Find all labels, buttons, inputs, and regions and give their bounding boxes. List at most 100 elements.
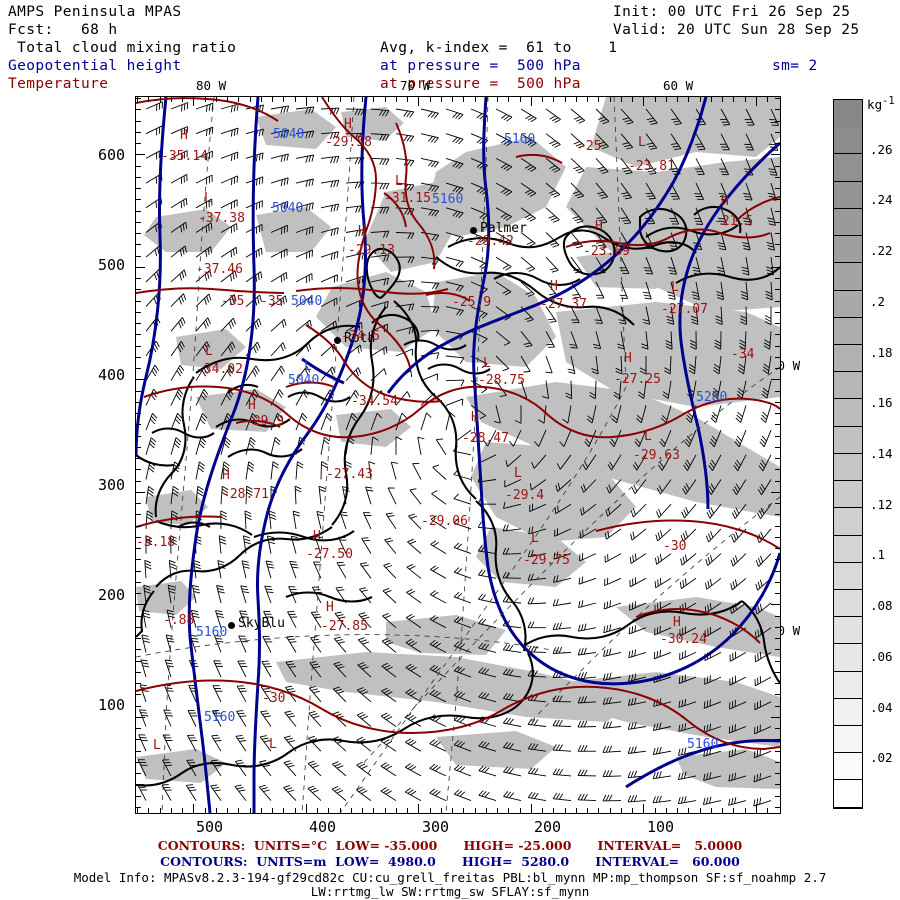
y-tick-right [775,739,781,741]
wind-barb-flag [204,274,208,281]
wind-barb-flag [692,294,699,298]
wind-barb-flag [478,642,484,649]
x-tick-top [733,96,735,102]
x-tick-top [193,96,195,106]
colorbar-cell [834,127,862,155]
wind-barb-flag [573,296,581,299]
wind-barb-flag [220,510,227,515]
wind-barb-flag [230,320,234,327]
wind-barb [743,355,747,374]
wind-barb [308,712,322,727]
wind-barb-flag [211,127,214,134]
temperature-value-label: -28.47 [462,431,509,446]
wind-barb-flag [434,791,441,796]
wind-barb [578,627,597,632]
wind-barb-flag [407,256,412,264]
colorbar-cell [834,317,862,345]
wind-barb-flag [554,507,557,514]
wind-barb-flag [192,615,200,619]
y-tick-right [775,424,781,426]
wind-barb [720,257,726,275]
wind-barb-flag [361,765,368,770]
wind-barb-flag [150,394,156,401]
wind-barb-flag [730,559,734,567]
wind-barb-flag [648,120,656,123]
wind-barb-flag [684,554,688,562]
wind-barb-flag [484,791,490,798]
wind-barb [270,365,282,381]
wind-barb [730,652,747,662]
wind-barb-flag [732,557,736,565]
wind-barb [707,553,722,566]
wind-barb [694,355,697,374]
wind-barb-flag [505,524,509,531]
wind-barb-flag [530,549,534,557]
wind-barb-flag [429,689,436,695]
wind-barb-flag [311,226,314,234]
wind-barb-flag [403,135,409,142]
wind-barb-flag [410,666,417,672]
wind-barb-flag [386,278,390,285]
wind-barb-flag [233,128,236,136]
wind-barb-flag [684,578,687,586]
wind-barb-flag [247,464,254,469]
colorbar[interactable] [833,99,863,809]
x-tick-top [688,96,690,102]
y-tick-right [775,120,781,122]
y-tick-right [771,379,781,381]
wind-barb-flag [383,788,390,793]
geopotential-value-label: 5040 [288,373,320,388]
wind-barb-flag [263,740,271,743]
wind-barb-flag [410,280,415,287]
wind-barb [387,487,397,505]
x-tick-top [148,96,150,102]
wind-barb [320,227,339,233]
wind-barb [270,105,289,110]
wind-barb-flag [186,102,189,110]
x-tick-minor [182,808,183,814]
wind-barb-flag [429,739,436,744]
weather-map-plot[interactable]: Palmer Roth SkyBlu H -35.14 5040 H -29.58 L -3… [135,96,781,814]
wind-barb-flag [217,588,225,591]
wind-barb-flag [405,738,412,743]
wind-barb-flag [456,543,463,550]
wind-barb-flag [659,441,665,447]
wind-barb [745,306,747,325]
wind-barb-flag [575,193,582,197]
wind-barb [170,364,181,381]
wind-barb-flag [555,793,561,800]
wind-barb-flag [481,692,487,699]
wind-barb-flag [506,141,513,147]
wind-barb-flag [458,114,464,120]
wind-barb-flag [360,639,367,643]
wind-barb [520,232,536,244]
colorbar-cell [834,263,862,291]
wind-barb-flag [334,636,342,640]
wind-barb-flag [533,645,538,653]
wind-barb-flag [407,690,415,695]
wind-barb [145,125,163,135]
wind-barb-flag [221,488,229,494]
y-tick-right [775,806,781,808]
x-tick-minor [170,808,172,814]
wind-barb-flag [407,232,412,240]
wind-barb-flag [737,369,744,375]
wind-barb-flag [406,391,411,398]
wind-barb-flag [633,697,637,705]
wind-barb [740,405,747,423]
wind-barb-flag [365,486,373,489]
wind-barb [138,709,147,727]
y-tick-left [135,536,141,538]
wind-barb-flag [657,579,659,587]
wind-barb-flag [760,483,766,490]
wind-barb [645,108,658,124]
wind-barb-flag [215,638,223,640]
wind-barb-flag [542,395,549,399]
wind-barb [595,306,603,324]
wind-barb-flag [182,317,186,324]
wind-barb-flag [683,485,688,493]
wind-barb [195,317,209,332]
wind-barb-flag [383,689,391,694]
wind-barb-flag [282,342,286,349]
wind-barb-flag [176,415,182,422]
